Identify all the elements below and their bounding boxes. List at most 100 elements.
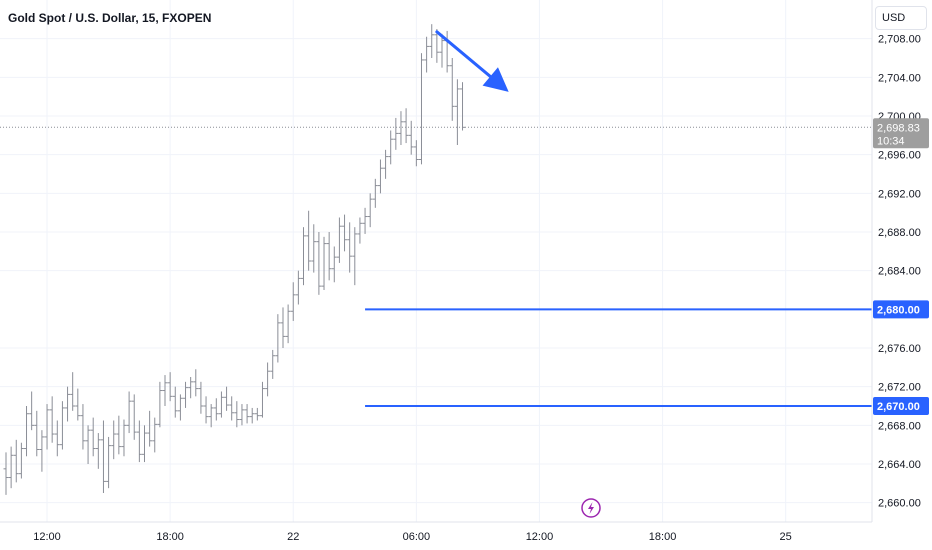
ohlc-bar <box>270 349 276 379</box>
ohlc-bar <box>393 117 399 150</box>
ohlc-bar <box>316 232 322 295</box>
ohlc-bar <box>90 417 96 457</box>
ohlc-bar <box>188 377 194 399</box>
price-tick-label: 2,672.00 <box>878 382 921 394</box>
ohlc-bar <box>234 401 240 428</box>
price-tick-label: 2,684.00 <box>878 266 921 278</box>
ohlc-bar <box>106 436 112 489</box>
price-tick-label: 2,708.00 <box>878 34 921 46</box>
time-tick-label: 06:00 <box>403 531 431 543</box>
hline-price-label: 2,670.00 <box>877 401 920 413</box>
arrow-head <box>482 67 509 92</box>
ohlc-bar <box>460 82 466 131</box>
time-axis[interactable]: 12:00 18:00 22 06:00 12:00 18:00 25 <box>33 531 792 543</box>
ohlc-bar <box>198 381 204 414</box>
chart-grid <box>0 0 872 522</box>
ohlc-bar <box>111 420 117 460</box>
ohlc-bar <box>372 178 378 208</box>
price-tick-label: 2,692.00 <box>878 188 921 200</box>
event-marker[interactable] <box>581 498 601 518</box>
ohlc-bar <box>203 396 209 424</box>
ohlc-bar <box>449 58 455 121</box>
ohlc-bar <box>193 369 199 397</box>
ohlc-bar <box>70 372 76 411</box>
ohlc-bar <box>367 193 373 228</box>
price-tick-label: 2,696.00 <box>878 150 921 162</box>
ohlc-bar <box>218 391 224 418</box>
time-tick-label: 12:00 <box>33 531 61 543</box>
ohlc-bar <box>177 394 183 421</box>
ohlc-bar <box>116 415 122 455</box>
ohlc-bar <box>398 111 404 145</box>
ohlc-bar <box>301 227 307 286</box>
ohlc-bar <box>259 381 265 418</box>
ohlc-bar <box>100 420 106 493</box>
ohlc-bar <box>126 391 132 434</box>
ohlc-bar <box>18 442 24 479</box>
ohlc-bar <box>331 246 337 283</box>
ohlc-bar <box>254 407 260 421</box>
price-axis[interactable]: 2,660.00 2,664.00 2,668.00 2,672.00 2,676.00… <box>873 34 929 510</box>
ohlc-bar <box>208 404 214 428</box>
time-tick-label: 22 <box>287 531 299 543</box>
ohlc-bar <box>413 140 419 167</box>
symbol-title[interactable]: Gold Spot / U.S. Dollar, 15, FXOPEN <box>8 11 211 25</box>
ohlc-bar <box>183 381 189 408</box>
price-tick-label: 2,668.00 <box>878 420 921 432</box>
ohlc-bar <box>424 36 430 73</box>
ohlc-bar <box>3 452 9 495</box>
ohlc-bar <box>39 430 45 472</box>
ohlc-bar <box>34 410 40 457</box>
ohlc-bar <box>280 307 286 348</box>
ohlc-bar <box>13 439 19 483</box>
ohlc-bar <box>224 386 230 411</box>
price-tick-label: 2,676.00 <box>878 343 921 355</box>
lightning-icon <box>588 502 594 514</box>
ohlc-bar <box>434 29 440 63</box>
ohlc-bar <box>429 24 435 58</box>
ohlc-bar <box>249 407 255 424</box>
ohlc-bar <box>141 425 147 463</box>
horizontal-lines <box>365 308 872 407</box>
ohlc-bar <box>121 419 127 457</box>
time-tick-label: 18:00 <box>649 531 677 543</box>
ohlc-bar <box>352 227 358 286</box>
ohlc-bar <box>439 33 445 68</box>
ohlc-bar <box>65 386 71 422</box>
ohlc-bar <box>306 210 312 271</box>
ohlc-bar <box>295 270 301 305</box>
ohlc-bar <box>383 149 389 179</box>
ohlc-bar <box>275 314 281 363</box>
hline-price-badge <box>873 397 929 415</box>
currency-label: USD <box>882 12 906 24</box>
price-axis-bg <box>872 0 932 522</box>
last-price-badge <box>873 118 929 149</box>
ohlc-bar <box>388 130 394 165</box>
ohlc-bars <box>0 24 872 495</box>
ohlc-bar <box>95 433 101 469</box>
ohlc-bar <box>357 217 363 244</box>
price-tick-label: 2,704.00 <box>878 72 921 84</box>
time-axis-bg <box>0 522 932 550</box>
price-tick-label: 2,688.00 <box>878 227 921 239</box>
ohlc-bar <box>75 388 81 421</box>
ohlc-bar <box>157 381 163 428</box>
ohlc-bar <box>403 108 409 144</box>
time-tick-label: 12:00 <box>526 531 554 543</box>
price-tick-label: 2,664.00 <box>878 459 921 471</box>
ohlc-bar <box>136 420 142 463</box>
hline-price-label: 2,680.00 <box>877 304 920 316</box>
ohlc-bar <box>377 159 383 194</box>
ohlc-bar <box>311 224 317 273</box>
ohlc-bar <box>8 446 14 489</box>
trend-arrow[interactable] <box>435 30 509 92</box>
ohlc-bar <box>80 404 86 450</box>
currency-button[interactable]: USD <box>875 6 927 30</box>
ohlc-bar <box>239 404 245 426</box>
ohlc-bar <box>59 401 65 450</box>
ohlc-bar <box>85 425 91 464</box>
ohlc-bar <box>147 410 153 447</box>
